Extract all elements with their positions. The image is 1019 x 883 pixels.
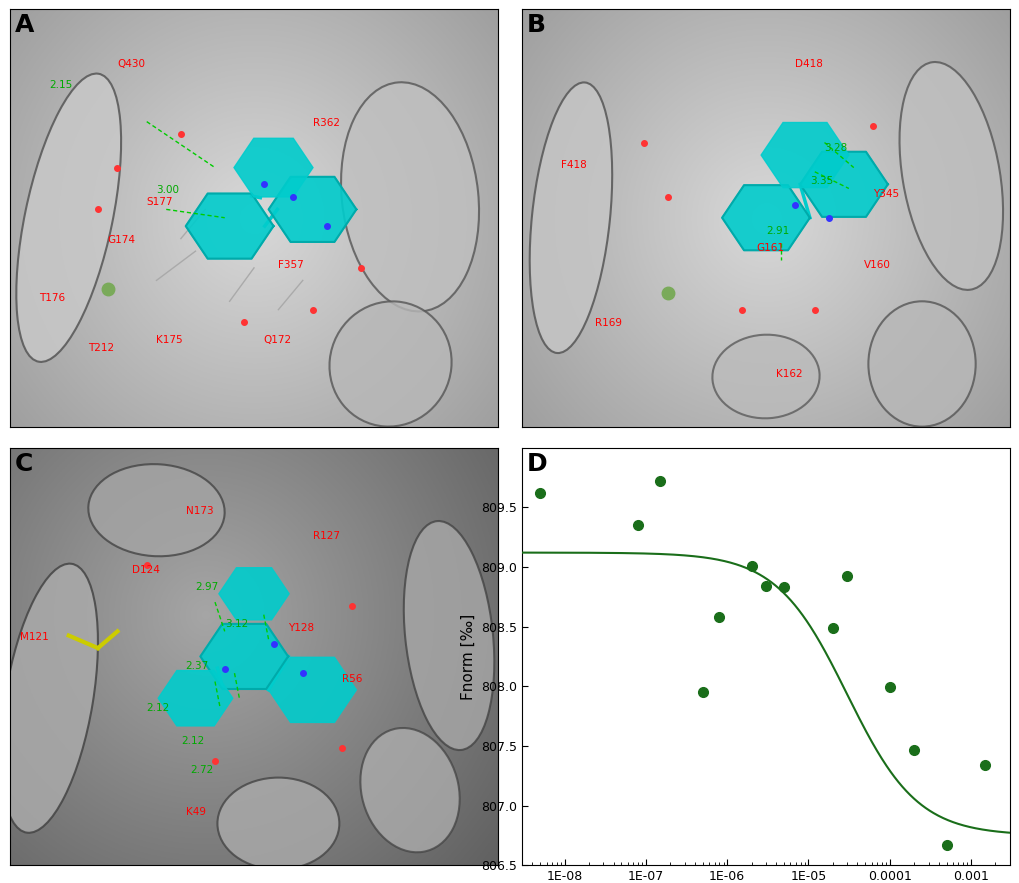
Polygon shape: [721, 185, 809, 250]
Text: T176: T176: [40, 293, 65, 303]
Ellipse shape: [360, 728, 460, 852]
Text: M121: M121: [20, 631, 49, 642]
Polygon shape: [233, 139, 313, 197]
Text: Q172: Q172: [264, 335, 291, 345]
Polygon shape: [268, 177, 356, 242]
Polygon shape: [158, 670, 232, 726]
Text: R127: R127: [312, 532, 339, 541]
Text: D124: D124: [132, 565, 160, 575]
Text: 2.97: 2.97: [196, 582, 218, 592]
Text: F418: F418: [560, 160, 586, 170]
Text: Y128: Y128: [287, 623, 314, 633]
Text: 3.00: 3.00: [156, 185, 179, 194]
Text: K49: K49: [185, 807, 206, 817]
Ellipse shape: [340, 82, 479, 312]
Text: C: C: [15, 452, 34, 476]
Polygon shape: [799, 152, 887, 217]
Text: 2.37: 2.37: [185, 661, 209, 671]
Text: V160: V160: [863, 260, 890, 270]
Text: Y345: Y345: [872, 189, 899, 199]
Polygon shape: [200, 624, 287, 689]
Text: A: A: [15, 13, 35, 37]
Text: 2.15: 2.15: [49, 80, 72, 90]
Y-axis label: Fnorm [‰]: Fnorm [‰]: [461, 614, 475, 699]
Polygon shape: [185, 193, 273, 259]
Text: N173: N173: [185, 506, 213, 517]
Polygon shape: [268, 657, 356, 722]
Text: F357: F357: [278, 260, 304, 270]
Ellipse shape: [899, 62, 1002, 290]
Ellipse shape: [0, 563, 98, 833]
Ellipse shape: [529, 82, 611, 353]
Ellipse shape: [404, 521, 494, 750]
Ellipse shape: [16, 73, 121, 362]
Ellipse shape: [89, 464, 224, 556]
Ellipse shape: [711, 335, 819, 419]
Text: D418: D418: [795, 59, 822, 70]
Ellipse shape: [867, 301, 975, 426]
Text: 2.12: 2.12: [180, 736, 204, 746]
Text: 2.12: 2.12: [147, 703, 170, 713]
Text: D: D: [527, 452, 547, 476]
Text: R56: R56: [341, 674, 362, 683]
Text: T212: T212: [88, 343, 114, 353]
Text: 2.72: 2.72: [191, 766, 214, 775]
Text: R169: R169: [595, 319, 622, 328]
Text: G174: G174: [108, 235, 136, 245]
Polygon shape: [760, 123, 848, 187]
Ellipse shape: [217, 778, 339, 870]
Text: K175: K175: [156, 335, 183, 345]
Text: 3.12: 3.12: [224, 619, 248, 630]
Text: Q430: Q430: [117, 59, 146, 70]
Text: 2.91: 2.91: [765, 226, 789, 237]
Polygon shape: [219, 568, 288, 620]
Text: R362: R362: [312, 117, 339, 128]
Text: B: B: [527, 13, 545, 37]
Text: 3.28: 3.28: [823, 143, 847, 153]
Text: G161: G161: [755, 243, 784, 253]
Ellipse shape: [329, 301, 451, 426]
Text: K162: K162: [775, 368, 802, 379]
Text: S177: S177: [147, 197, 173, 208]
Text: 3.35: 3.35: [809, 177, 833, 186]
